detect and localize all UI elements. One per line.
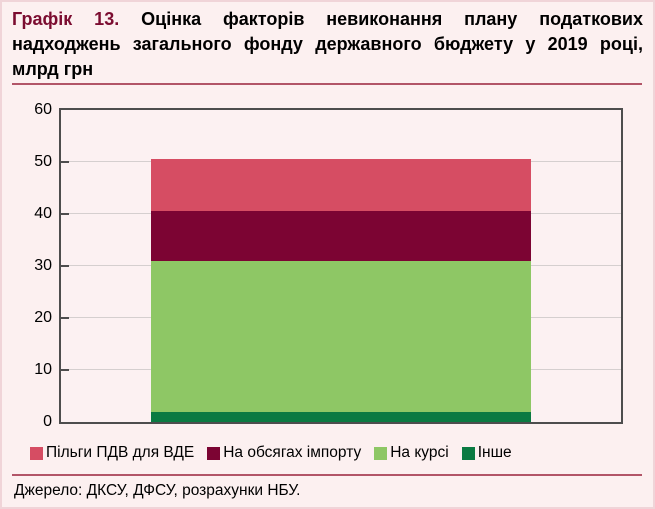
legend-item-1: На обсягах імпорту [207, 444, 361, 462]
y-tick-label-10: 10 [34, 361, 52, 378]
plot-area [59, 108, 623, 424]
legend-label-3: Інше [477, 444, 512, 461]
legend-label-2: На курсі [390, 444, 449, 461]
bar-segment-0 [151, 411, 531, 422]
legend-item-0: Пільги ПДВ для ВДЕ [30, 444, 194, 462]
footer-divider [12, 474, 642, 476]
legend-swatch-icon [374, 446, 388, 460]
title-divider [12, 83, 642, 85]
chart-title-text: Оцінка факторів невиконання плану податк… [12, 9, 643, 79]
y-tick-50 [61, 161, 69, 163]
bar-segment-2 [151, 211, 531, 261]
y-tick-label-50: 50 [34, 153, 52, 170]
y-tick-20 [61, 317, 69, 319]
y-tick-10 [61, 369, 69, 371]
y-axis-labels: 0 10 20 30 40 50 60 [2, 101, 52, 430]
y-tick-label-30: 30 [34, 257, 52, 274]
legend-label-0: Пільги ПДВ для ВДЕ [46, 444, 195, 461]
y-tick-40 [61, 213, 69, 215]
bar-segment-3 [151, 159, 531, 212]
legend-swatch-icon [461, 446, 475, 460]
source-note: Джерело: ДКСУ, ДФСУ, розрахунки НБУ. [14, 482, 301, 499]
stacked-bar [151, 159, 531, 422]
chart-title: Графік 13. Оцінка факторів невиконання п… [12, 7, 643, 82]
y-tick-label-20: 20 [34, 309, 52, 326]
legend-swatch-icon [207, 446, 221, 460]
y-tick-30 [61, 265, 69, 267]
legend: Пільги ПДВ для ВДЕ На обсягах імпорту На к… [30, 444, 630, 462]
y-tick-label-0: 0 [43, 413, 52, 430]
legend-item-3: Інше [461, 444, 512, 462]
legend-swatch-icon [30, 446, 43, 460]
legend-item-2: На курсі [374, 444, 449, 462]
chart-number: Графік 13. [12, 9, 120, 29]
y-tick-label-60: 60 [34, 101, 52, 118]
legend-label-1: На обсягах імпорту [223, 444, 362, 461]
y-tick-label-40: 40 [34, 205, 52, 222]
bar-segment-1 [151, 260, 531, 412]
